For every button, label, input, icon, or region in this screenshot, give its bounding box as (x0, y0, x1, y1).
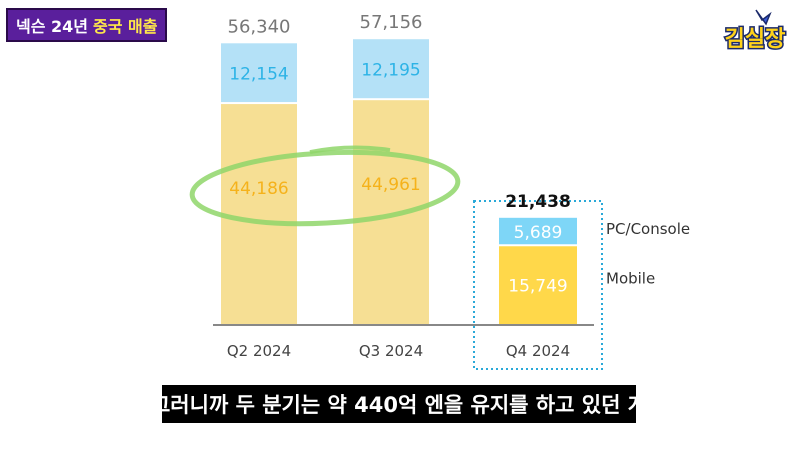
bar-pc-0 (221, 43, 297, 103)
total-label-1: 57,156 (360, 12, 423, 33)
title-badge: 넥슨 24년 중국 매출 (6, 8, 168, 42)
total-label-2: 21,438 (505, 192, 571, 212)
pc-value-label-2: 5,689 (514, 223, 563, 243)
bar-mobile-2 (499, 246, 577, 325)
x-tick-label-1: Q3 2024 (359, 342, 423, 360)
bar-mobile-1 (353, 100, 429, 325)
legend-mobile: Mobile (606, 269, 655, 287)
circle-annotation-overlap (309, 145, 391, 155)
title-highlight: 중국 매출 (93, 17, 158, 36)
highlight-box (473, 200, 603, 370)
x-tick-label-2: Q4 2024 (506, 342, 570, 360)
legend-pc-console: PC/Console (606, 220, 690, 238)
bar-pc-1 (353, 39, 429, 99)
total-label-0: 56,340 (228, 16, 291, 37)
bar-pc-2 (499, 217, 577, 245)
subtitle-caption: 그러니까 두 분기는 약 440억 엔을 유지를 하고 있던 게 (151, 385, 647, 423)
bar-mobile-0 (221, 104, 297, 325)
title-main: 넥슨 24년 (16, 17, 88, 36)
pc-value-label-1: 12,195 (361, 61, 420, 81)
mobile-value-label-0: 44,186 (229, 179, 288, 199)
x-tick-label-0: Q2 2024 (227, 342, 291, 360)
channel-logo: 김실장 (723, 9, 787, 52)
mobile-value-label-2: 15,749 (508, 277, 567, 297)
logo-text: 김실장 (725, 27, 786, 52)
circle-annotation (189, 149, 461, 227)
mobile-value-label-1: 44,961 (361, 175, 420, 195)
pc-value-label-0: 12,154 (229, 65, 288, 85)
